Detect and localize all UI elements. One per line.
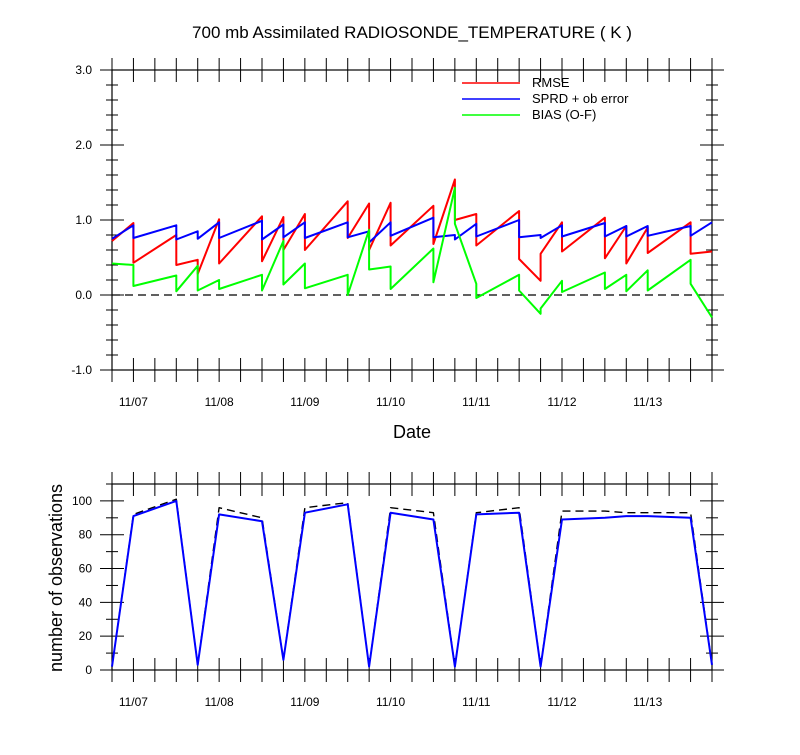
x-tick-label: 11/13 <box>633 695 662 709</box>
y-tick-label: 0.0 <box>75 288 92 302</box>
legend-label: RMSE <box>532 75 570 90</box>
x-tick-label: 11/10 <box>376 395 405 409</box>
y-tick-label: 80 <box>79 528 93 542</box>
x-axis-title: Date <box>393 422 431 442</box>
observations-solid-line <box>111 499 713 668</box>
x-tick-label: 11/12 <box>547 395 576 409</box>
rmse-spread-bias-plot: 3.0 2.0 1.0 0.0 -1.0 11/07 11/08 11/09 11/10 11/1… <box>71 58 724 409</box>
bias-o-f-line <box>111 186 713 319</box>
y-tick-label: 60 <box>79 562 93 576</box>
sprd-ob-error-line <box>111 216 713 244</box>
y-tick-label: 2.0 <box>75 138 92 152</box>
y-tick-label: 1.0 <box>75 213 92 227</box>
x-tick-label: 11/11 <box>462 695 491 709</box>
plot-frame <box>111 69 713 371</box>
y-tick-label: -1.0 <box>71 363 92 377</box>
x-tick-label: 11/07 <box>119 395 148 409</box>
y-axis-title: number of observations <box>46 484 66 672</box>
chart-title: 700 mb Assimilated RADIOSONDE_TEMPERATUR… <box>192 23 632 42</box>
x-tick-label: 11/07 <box>119 695 148 709</box>
y-tick-label: 0 <box>85 663 92 677</box>
x-tick-label: 11/13 <box>633 395 662 409</box>
y-tick-label: 20 <box>79 629 93 643</box>
x-tick-label: 11/09 <box>290 695 319 709</box>
x-tick-label: 11/10 <box>376 695 405 709</box>
y-tick-label: 40 <box>79 595 93 609</box>
x-tick-label: 11/12 <box>547 695 576 709</box>
rmse-line <box>111 178 713 282</box>
y-tick-label: 100 <box>72 494 92 508</box>
x-tick-label: 11/09 <box>290 395 319 409</box>
legend-label: BIAS (O-F) <box>532 107 596 122</box>
observation-count-plot: 100 80 60 40 20 0 11/07 11/08 11/09 11/10 11/11 11/… <box>72 472 724 709</box>
x-tick-label: 11/08 <box>205 395 234 409</box>
y-tick-label: 3.0 <box>75 63 92 77</box>
legend-label: SPRD + ob error <box>532 91 629 106</box>
x-tick-label: 11/11 <box>462 395 491 409</box>
x-tick-label: 11/08 <box>205 695 234 709</box>
